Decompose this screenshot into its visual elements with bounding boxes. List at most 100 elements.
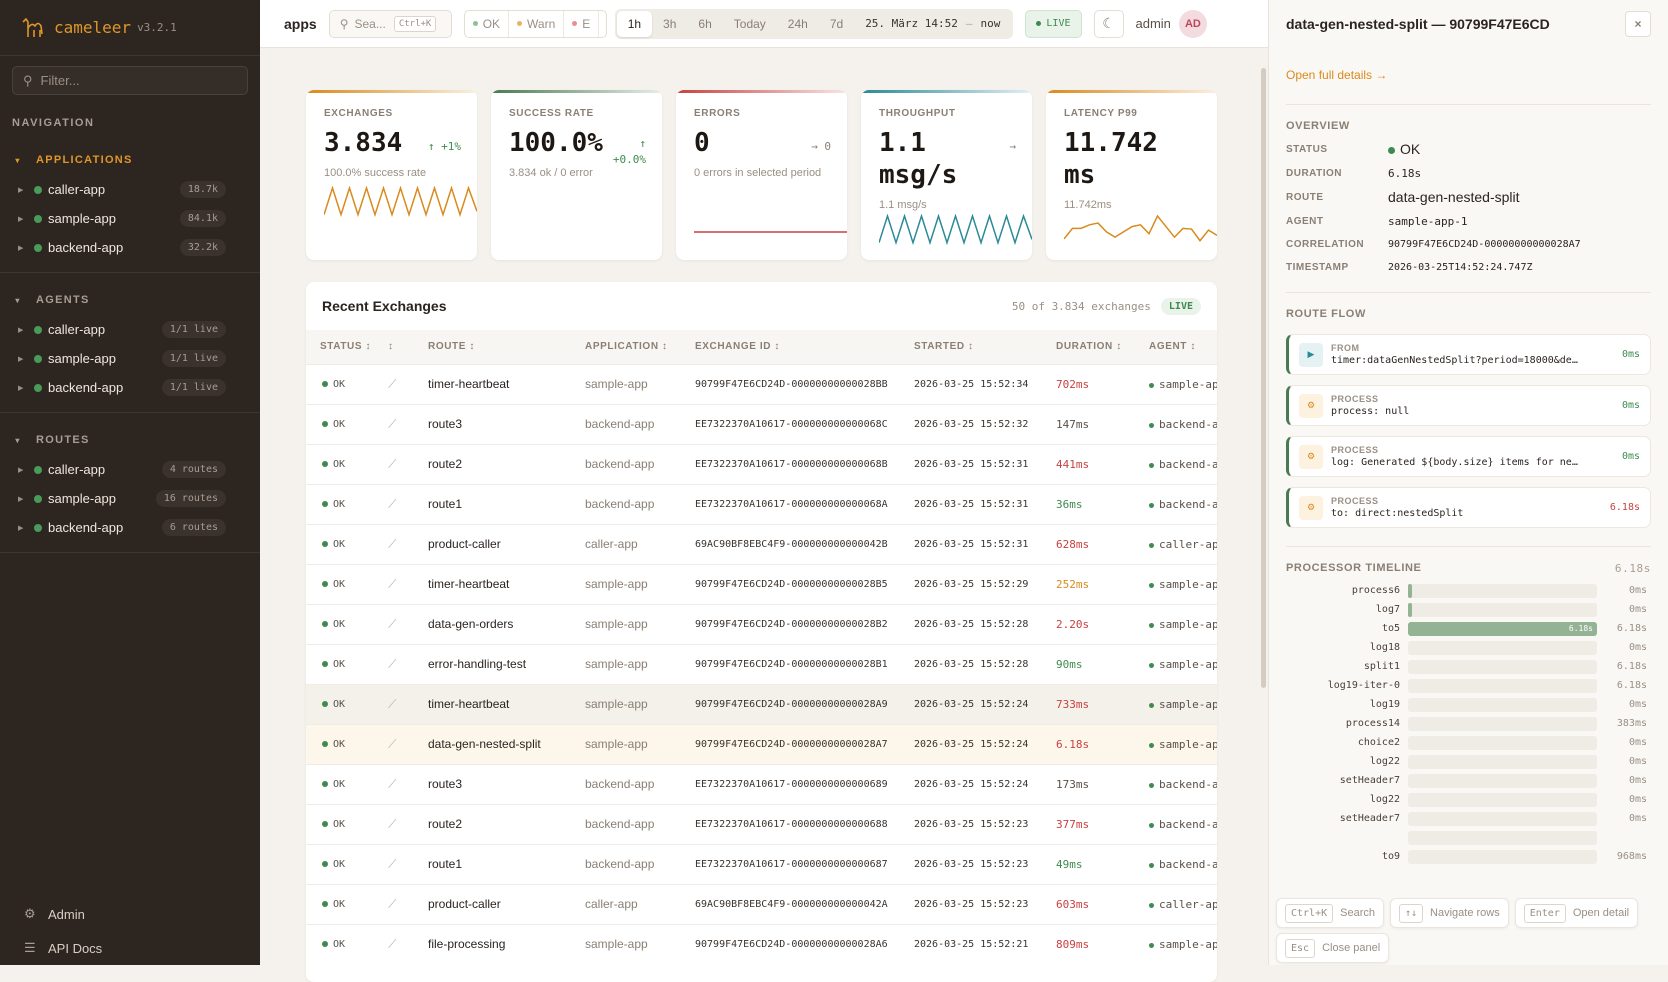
sidebar-item-backend-app[interactable]: ▶ backend-app 32.2k bbox=[0, 233, 260, 262]
theme-toggle-moon-icon[interactable]: ☾ bbox=[1093, 9, 1124, 38]
range-1h[interactable]: 1h bbox=[616, 10, 653, 37]
sidebar-item-caller-app[interactable]: ▶ caller-app 4 routes bbox=[0, 455, 260, 484]
flow-step[interactable]: ▶ FROM timer:dataGenNestedSplit?period=180… bbox=[1286, 334, 1651, 375]
range-6h[interactable]: 6h bbox=[698, 16, 712, 31]
open-link-icon[interactable]: ⟋ bbox=[388, 523, 428, 564]
flow-step[interactable]: ⚙ PROCESS to: direct:nestedSplit 6.18s bbox=[1286, 487, 1651, 528]
open-link-icon[interactable]: ⟋ bbox=[388, 563, 428, 604]
range-7d[interactable]: 7d bbox=[829, 16, 844, 31]
timeline-row[interactable]: log18 0ms bbox=[1286, 638, 1651, 657]
timeline-row[interactable]: log22 0ms bbox=[1286, 790, 1651, 809]
range-3h[interactable]: 3h bbox=[663, 16, 677, 31]
open-link-icon[interactable]: ⟋ bbox=[388, 803, 428, 844]
column-header[interactable]: STARTED ↕ bbox=[914, 341, 974, 353]
expand-caret-icon[interactable]: ▶ bbox=[18, 524, 24, 532]
sidebar-footer-admin[interactable]: ⚙ Admin bbox=[0, 897, 260, 931]
table-row[interactable]: OK ⟋ error-handling-test sample-app 90799F47… bbox=[306, 643, 1217, 684]
sidebar-item-backend-app[interactable]: ▶ backend-app 6 routes bbox=[0, 513, 260, 542]
custom-range[interactable]: 25. März 14:52 — now bbox=[854, 11, 1011, 37]
column-header[interactable]: APPLICATION ↕ bbox=[585, 341, 668, 353]
open-link-icon[interactable]: ⟋ bbox=[388, 643, 428, 684]
timeline-row[interactable]: log19 0ms bbox=[1286, 695, 1651, 714]
table-row[interactable]: OK ⟋ product-caller caller-app 69AC90BF8EBC4… bbox=[306, 883, 1217, 924]
status-filter-warn[interactable]: Warn bbox=[509, 10, 565, 37]
table-row[interactable]: OK ⟋ route2 backend-app EE7322370A10617-0000… bbox=[306, 803, 1217, 844]
flow-step[interactable]: ⚙ PROCESS process: null 0ms bbox=[1286, 385, 1651, 426]
sidebar-footer-api-docs[interactable]: ☰ API Docs bbox=[0, 931, 260, 965]
expand-caret-icon[interactable]: ▶ bbox=[18, 466, 24, 474]
open-link-icon[interactable]: ⟋ bbox=[388, 483, 428, 524]
avatar[interactable]: AD bbox=[1178, 9, 1207, 38]
expand-caret-icon[interactable]: ▶ bbox=[18, 384, 24, 392]
table-row[interactable]: OK ⟋ route1 backend-app EE7322370A10617-0000… bbox=[306, 483, 1217, 524]
kpi-card-latency-p99[interactable]: LATENCY P99 11.742 ms 11.742ms bbox=[1046, 90, 1217, 260]
open-link-icon[interactable]: ⟋ bbox=[388, 763, 428, 804]
sidebar-item-sample-app[interactable]: ▶ sample-app 1/1 live bbox=[0, 344, 260, 373]
expand-caret-icon[interactable]: ▶ bbox=[18, 244, 24, 252]
column-header[interactable]: DURATION ↕ bbox=[1056, 341, 1122, 353]
sidebar-item-caller-app[interactable]: ▶ caller-app 18.7k bbox=[0, 175, 260, 204]
brand[interactable]: cameleer v3.2.1 bbox=[0, 0, 260, 56]
sidebar-item-backend-app[interactable]: ▶ backend-app 1/1 live bbox=[0, 373, 260, 402]
table-row[interactable]: OK ⟋ timer-heartbeat sample-app 90799F47E6CD… bbox=[306, 683, 1217, 724]
expand-caret-icon[interactable]: ▶ bbox=[18, 495, 24, 503]
sidebar-item-sample-app[interactable]: ▶ sample-app 84.1k bbox=[0, 204, 260, 233]
live-toggle[interactable]: LIVE bbox=[1025, 9, 1082, 38]
open-link-icon[interactable]: ⟋ bbox=[388, 443, 428, 484]
status-filter-e[interactable]: E bbox=[564, 10, 600, 37]
collapse-caret-icon[interactable]: ▾ bbox=[15, 435, 21, 445]
table-row[interactable]: OK ⟋ route3 backend-app EE7322370A10617-0000… bbox=[306, 403, 1217, 444]
expand-caret-icon[interactable]: ▶ bbox=[18, 186, 24, 194]
filter-input[interactable]: ⚲ Filter... bbox=[12, 66, 248, 95]
column-header[interactable]: ROUTE ↕ bbox=[428, 341, 475, 353]
table-row[interactable]: OK ⟋ route2 backend-app EE7322370A10617-0000… bbox=[306, 443, 1217, 484]
section-header[interactable]: ▾ ROUTES bbox=[0, 425, 260, 455]
flow-step[interactable]: ⚙ PROCESS log: Generated ${body.size} item… bbox=[1286, 436, 1651, 477]
collapse-caret-icon[interactable]: ▾ bbox=[15, 155, 21, 165]
timeline-row[interactable]: log7 0ms bbox=[1286, 600, 1651, 619]
kpi-card-exchanges[interactable]: EXCHANGES 3.834 ↑ +1% 100.0% success rate bbox=[306, 90, 477, 260]
status-filter-ok[interactable]: OK bbox=[465, 10, 510, 37]
open-link-icon[interactable]: ⟋ bbox=[388, 883, 428, 924]
close-icon[interactable]: × bbox=[1625, 11, 1651, 37]
range-today[interactable]: Today bbox=[733, 16, 766, 31]
kpi-card-throughput[interactable]: THROUGHPUT 1.1 msg/s → 1.1 msg/s bbox=[861, 90, 1032, 260]
search-input[interactable]: ⚲ Sea... Ctrl+K bbox=[328, 9, 452, 38]
kpi-card-success-rate[interactable]: SUCCESS RATE 100.0% ↑ +0.0% 3.834 ok / 0 er… bbox=[491, 90, 662, 260]
column-header[interactable]: EXCHANGE ID ↕ bbox=[695, 341, 781, 353]
timeline-row[interactable]: log22 0ms bbox=[1286, 752, 1651, 771]
expand-caret-icon[interactable]: ▶ bbox=[18, 355, 24, 363]
collapse-caret-icon[interactable]: ▾ bbox=[15, 295, 21, 305]
open-link-icon[interactable]: ⟋ bbox=[388, 403, 428, 444]
table-row[interactable]: OK ⟋ data-gen-nested-split sample-app 90799F… bbox=[306, 723, 1217, 764]
open-full-details-link[interactable]: Open full details → bbox=[1286, 68, 1388, 82]
open-link-icon[interactable]: ⟋ bbox=[388, 843, 428, 884]
timeline-row[interactable]: process14 383ms bbox=[1286, 714, 1651, 733]
expand-caret-icon[interactable]: ▶ bbox=[18, 326, 24, 334]
scrollbar[interactable] bbox=[1261, 68, 1266, 688]
section-header[interactable]: ▾ APPLICATIONS bbox=[0, 145, 260, 175]
sidebar-item-sample-app[interactable]: ▶ sample-app 16 routes bbox=[0, 484, 260, 513]
open-link-icon[interactable]: ⟋ bbox=[388, 923, 428, 964]
table-row[interactable]: OK ⟋ timer-heartbeat sample-app 90799F47E6CD… bbox=[306, 363, 1217, 404]
open-link-icon[interactable]: ⟋ bbox=[388, 363, 428, 404]
table-row[interactable]: OK ⟋ product-caller caller-app 69AC90BF8EBC4… bbox=[306, 523, 1217, 564]
column-header[interactable]: ↕ bbox=[388, 341, 394, 353]
table-row[interactable]: OK ⟋ route1 backend-app EE7322370A10617-0000… bbox=[306, 843, 1217, 884]
kpi-card-errors[interactable]: ERRORS 0 → 0 0 errors in selected period bbox=[676, 90, 847, 260]
timeline-row[interactable]: choice2 0ms bbox=[1286, 733, 1651, 752]
sidebar-item-caller-app[interactable]: ▶ caller-app 1/1 live bbox=[0, 315, 260, 344]
open-link-icon[interactable]: ⟋ bbox=[388, 603, 428, 644]
section-header[interactable]: ▾ AGENTS bbox=[0, 285, 260, 315]
open-link-icon[interactable]: ⟋ bbox=[388, 683, 428, 724]
column-header[interactable]: AGENT ↕ bbox=[1149, 341, 1196, 353]
range-24h[interactable]: 24h bbox=[787, 16, 808, 31]
timeline-row[interactable]: split1 6.18s bbox=[1286, 657, 1651, 676]
column-header[interactable]: STATUS ↕ bbox=[320, 341, 372, 353]
expand-caret-icon[interactable]: ▶ bbox=[18, 215, 24, 223]
username[interactable]: admin bbox=[1135, 16, 1171, 31]
timeline-row[interactable]: setHeader7 0ms bbox=[1286, 771, 1651, 790]
table-row[interactable]: OK ⟋ route3 backend-app EE7322370A10617-0000… bbox=[306, 763, 1217, 804]
timeline-row[interactable]: setHeader7 0ms bbox=[1286, 809, 1651, 828]
timeline-row[interactable]: to5 6.18s 6.18s bbox=[1286, 619, 1651, 638]
